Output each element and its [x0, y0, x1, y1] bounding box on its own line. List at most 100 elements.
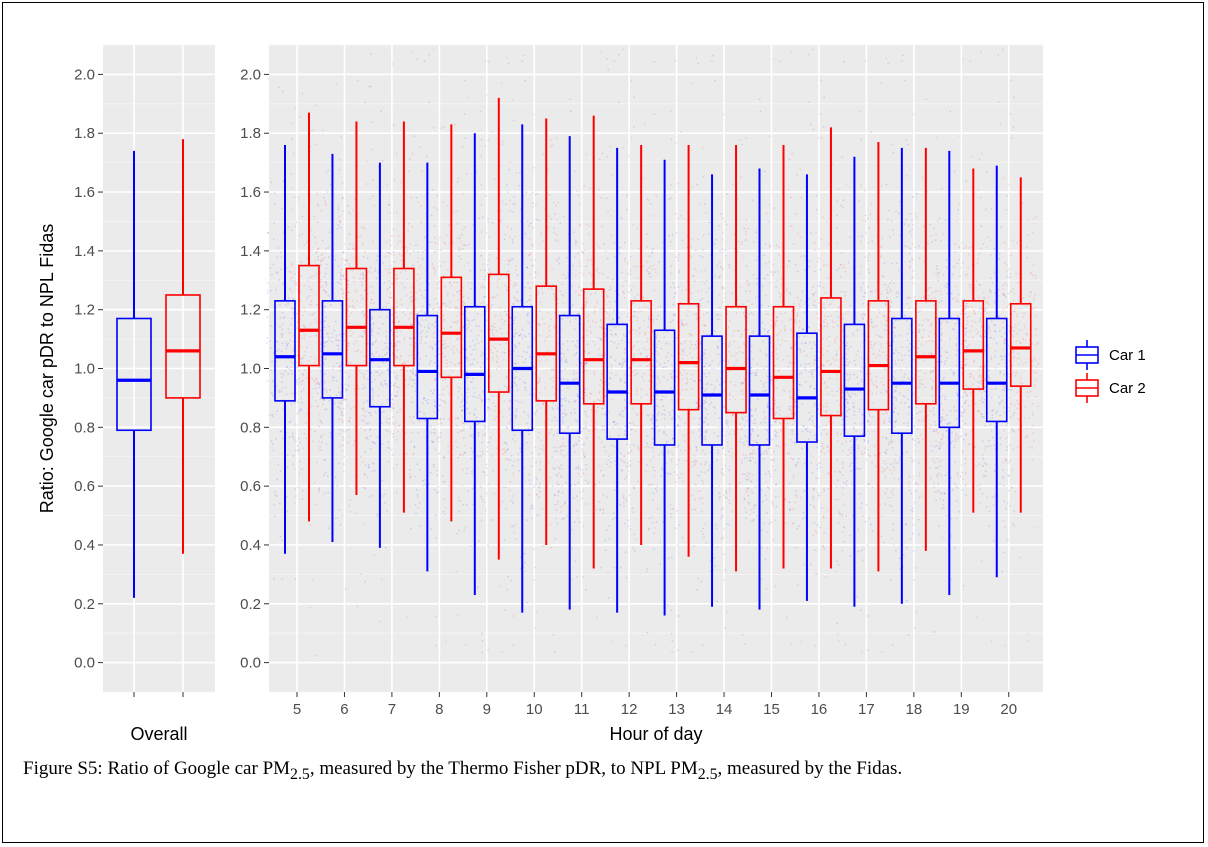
data-point — [611, 333, 614, 336]
data-point — [373, 378, 376, 381]
data-point — [535, 409, 538, 412]
data-point — [718, 306, 721, 309]
data-point — [587, 250, 590, 253]
data-point — [717, 363, 720, 366]
data-point — [288, 421, 291, 424]
data-point — [633, 96, 636, 99]
data-point — [473, 413, 476, 415]
data-point — [601, 407, 604, 410]
data-point — [325, 171, 328, 174]
data-point — [623, 381, 626, 384]
data-point — [669, 387, 672, 389]
data-point — [469, 269, 472, 272]
data-point — [499, 327, 502, 330]
data-point — [343, 243, 346, 245]
data-point — [444, 355, 446, 358]
data-point — [763, 417, 766, 420]
data-point — [679, 214, 682, 217]
data-point — [482, 471, 485, 473]
data-point — [482, 263, 485, 266]
data-point — [716, 318, 719, 321]
data-point — [362, 310, 364, 313]
data-point — [728, 469, 730, 472]
data-point — [811, 373, 813, 376]
data-point — [557, 483, 560, 485]
data-point — [290, 403, 293, 406]
data-point — [419, 309, 422, 312]
data-point — [378, 366, 381, 368]
data-point — [549, 138, 552, 141]
data-point — [552, 408, 555, 410]
data-point — [688, 307, 690, 310]
data-point — [605, 317, 607, 320]
data-point — [408, 253, 411, 255]
data-point — [779, 422, 782, 425]
data-point — [725, 419, 728, 422]
data-point — [324, 358, 327, 361]
data-point — [690, 343, 693, 346]
data-point — [484, 60, 487, 62]
data-point — [370, 361, 373, 363]
data-point — [538, 360, 541, 362]
data-point — [367, 364, 370, 367]
data-point — [280, 390, 283, 392]
data-point — [354, 290, 357, 293]
data-point — [464, 79, 466, 82]
data-point — [562, 294, 565, 297]
data-point — [778, 413, 781, 416]
data-point — [471, 451, 474, 454]
data-point — [459, 406, 462, 408]
data-point — [432, 308, 434, 311]
data-point — [510, 316, 512, 319]
data-point — [563, 445, 566, 447]
data-point — [791, 225, 793, 228]
data-point — [311, 396, 314, 399]
data-point — [361, 414, 364, 417]
data-point — [562, 449, 564, 452]
data-point — [799, 168, 802, 171]
data-point — [649, 483, 651, 486]
data-point — [779, 330, 782, 332]
data-point — [323, 289, 326, 292]
data-point — [385, 346, 388, 349]
data-point — [491, 221, 494, 224]
data-point — [624, 551, 627, 554]
data-point — [361, 297, 364, 300]
data-point — [619, 379, 622, 382]
data-point — [740, 243, 743, 246]
data-point — [384, 546, 387, 549]
data-point — [611, 278, 614, 281]
data-point — [438, 373, 441, 376]
data-point — [390, 329, 393, 331]
data-point — [336, 485, 339, 487]
data-point — [593, 309, 596, 312]
data-point — [323, 389, 326, 392]
data-point — [699, 375, 701, 378]
data-point — [433, 432, 436, 435]
data-point — [655, 350, 658, 353]
data-point — [512, 474, 515, 477]
data-point — [432, 126, 435, 129]
data-point — [480, 155, 483, 158]
data-point — [469, 426, 472, 429]
data-point — [771, 345, 773, 348]
data-point — [650, 413, 652, 416]
data-point — [715, 527, 718, 530]
data-point — [399, 408, 401, 411]
data-point — [369, 429, 371, 431]
data-point — [360, 294, 362, 297]
data-point — [675, 510, 678, 512]
data-point — [444, 342, 446, 345]
data-point — [775, 420, 778, 422]
data-point — [275, 288, 277, 291]
data-point — [749, 434, 752, 436]
data-point — [365, 410, 368, 413]
data-point — [322, 398, 325, 401]
data-point — [618, 101, 620, 103]
data-point — [515, 345, 517, 348]
data-point — [579, 491, 581, 493]
data-point — [462, 295, 465, 298]
data-point — [804, 269, 806, 271]
data-point — [324, 306, 327, 308]
data-point — [608, 455, 610, 457]
